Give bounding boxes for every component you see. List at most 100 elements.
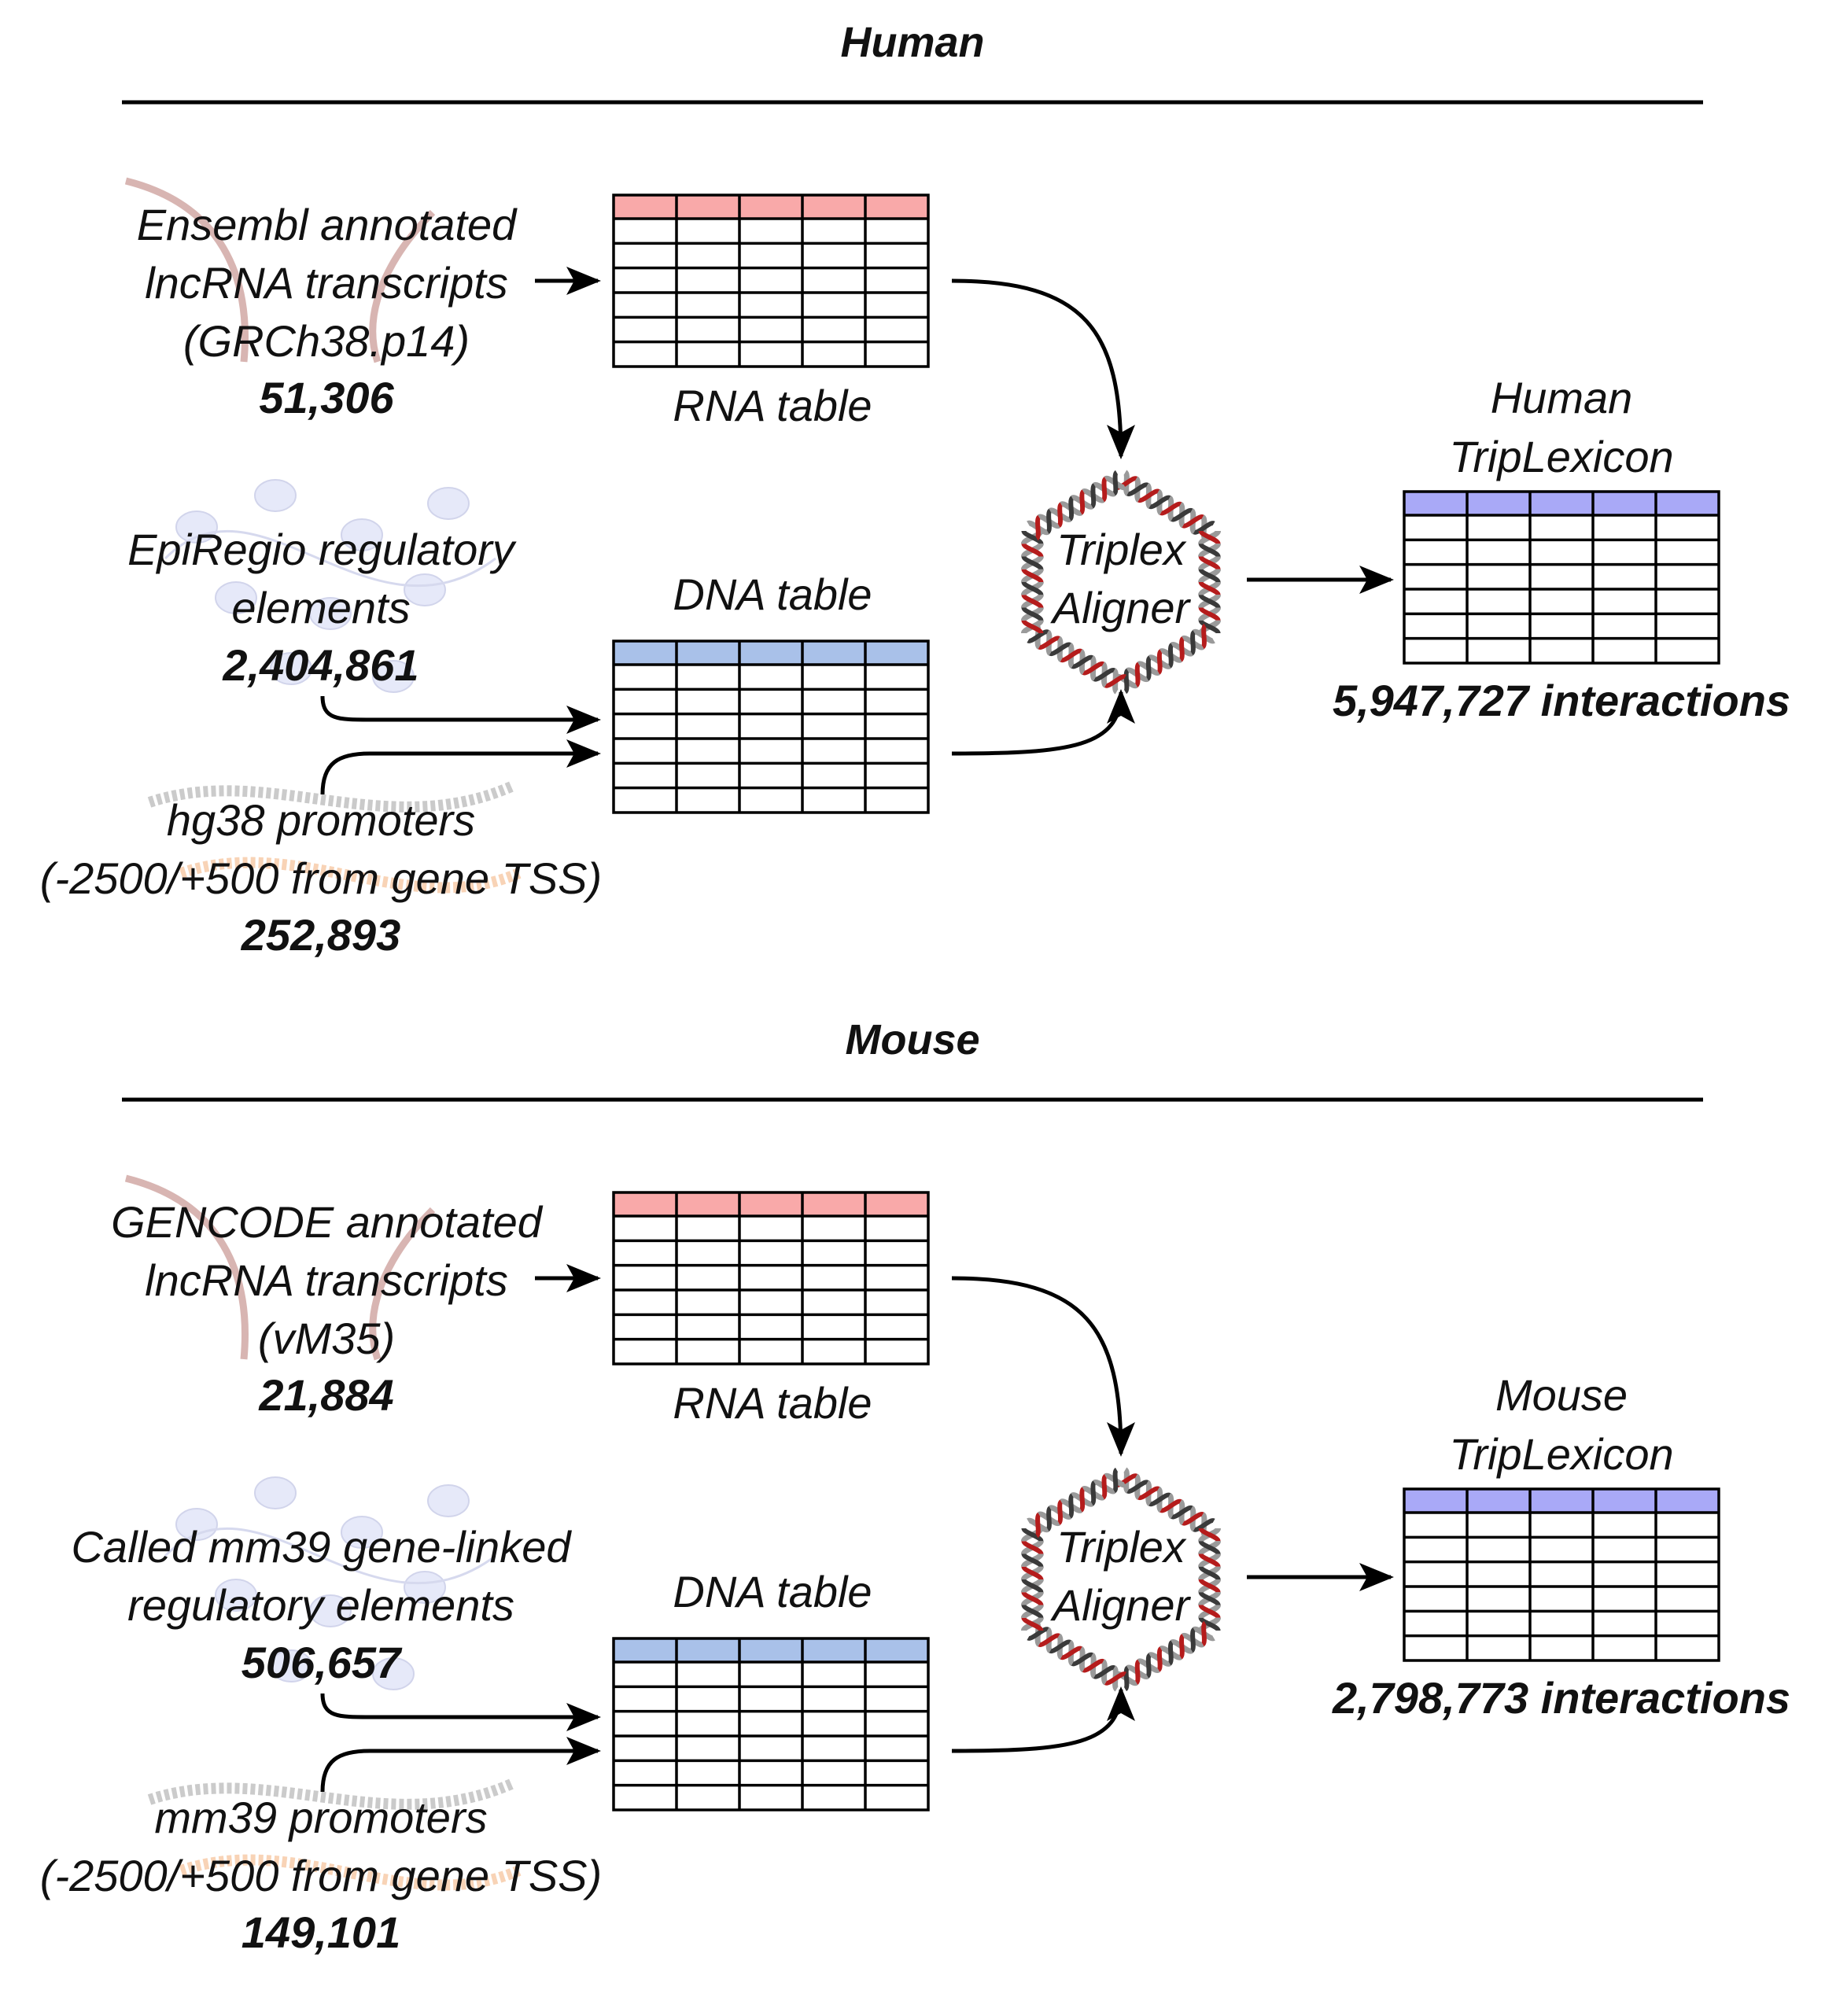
mouse-aligner-hexagon-strand [1089,1480,1097,1506]
mouse-aligner-hexagon-strand [1134,1659,1141,1685]
human-aligner-hexagon-strand [1112,470,1119,496]
human-aligner-hexagon-strand [1021,619,1044,635]
mouse-rna-illustration-strand [369,1207,436,1361]
human-aligner-hexagon-strand [1021,580,1044,596]
mouse-aligner-hexagon-helix-edge [1115,1620,1215,1692]
human-reg-count: 2,404,861 [222,640,418,690]
mouse-aligner-hexagon-strand [1198,1616,1221,1632]
human-aligner-hexagon-strand [1021,529,1044,545]
mouse-title: Mouse [845,1016,979,1063]
human-aligner-hexagon-strand [1034,514,1042,541]
mouse-aligner-hexagon-strand [1071,1652,1093,1667]
human-chromatin-illustration-bead [341,518,383,551]
human-panel: Human Ensembl annotated lncRNA transcripts… [40,19,1790,960]
mouse-aligner-hexagon-strand [1067,1493,1075,1519]
human-aligner-hexagon-strand [1200,623,1207,650]
human-aligner-hexagon-strand [1148,495,1171,510]
mouse-aligner-hexagon-strand [1027,1627,1049,1641]
human-aligner-hexagon-strand [1045,508,1053,534]
human-aligner-hexagon-helix-edge [1115,470,1215,541]
mouse-aligner-hexagon-strand [1189,1627,1196,1653]
mouse-prom-source-line-2: (-2500/+500 from gene TSS) [40,1851,602,1900]
human-aligner-hexagon-strand [1178,636,1185,662]
human-aligner-hexagon-strand [1060,648,1082,663]
mouse-aligner-hexagon-strand [1060,1646,1082,1660]
mouse-aligner-hexagon-strand [1198,1578,1221,1594]
mouse-rna-source-line-1: GENCODE annotated [111,1197,544,1247]
mouse-aligner-hexagon-strand [1034,1512,1042,1539]
human-aligner-hexagon-strand [1198,580,1221,596]
human-aligner-hexagon-helix-edge [1115,623,1215,695]
mouse-aligner-hexagon-strand [1101,1474,1108,1500]
human-rna-illustration-strand [369,209,436,363]
mouse-aligner-hexagon-strand [1182,1512,1204,1526]
mouse-aligner-hexagon-strand [1145,1653,1152,1679]
mouse-aligner-hexagon-helix-edge [1115,1467,1215,1539]
human-aligner-hexagon-strand [1021,594,1044,609]
mouse-rna-table-border [612,1191,930,1365]
human-prom-count: 252,893 [241,910,400,960]
mouse-reg-source-line-1: Called mm39 gene-linked [71,1522,572,1572]
mouse-aligner-hexagon-strand [1021,1616,1044,1632]
human-rna-illustration [124,177,436,363]
mouse-aligner-line-2: Aligner [1050,1580,1192,1630]
mouse-aligner-hexagon-helix-edge [1027,1620,1126,1692]
human-arrow-rna-to-aligner [951,278,1135,459]
mouse-dna-table-border [612,1637,930,1811]
mouse-chromatin-illustration-bead [372,1657,415,1690]
human-aligner-hexagon-helix-edge [1027,470,1127,541]
mouse-arrow-prom-in [320,1737,601,1793]
human-aligner-line-2: Aligner [1050,583,1192,632]
human-dna-table-header [614,641,928,665]
human-chromatin-illustration-bead [254,479,297,512]
mouse-aligner-hexagon-strand [1126,1480,1149,1494]
mouse-aligner-hexagon-strand [1021,1578,1044,1594]
human-rna-source-line-2: lncRNA transcripts [145,258,508,308]
human-lexicon-table-header [1404,492,1719,515]
mouse-aligner-hexagon-helix-edge [1020,1527,1044,1632]
mouse-aligner-hexagon-strand [1056,1499,1064,1525]
human-aligner-hexagon-strand [1027,629,1049,643]
human-aligner-hexagon-strand [1038,636,1060,650]
mouse-rna-table-label: RNA table [673,1378,872,1428]
human-aligner-hexagon-strand [1198,529,1221,545]
human-chromatin-illustration [164,479,496,693]
human-rna-table-border [612,193,930,368]
human-rna-source-line-3: (GRCh38.p14) [183,316,470,366]
human-aligner-hexagon-strand [1171,508,1193,522]
human-prom-source-line-1: hg38 promoters [167,795,475,845]
human-chromatin-illustration-bead [404,573,446,606]
mouse-arrow-reg-in [320,1693,601,1731]
human-aligner-hexagon-strand [1056,502,1064,528]
mouse-aligner-hexagon-strand [1198,1527,1221,1542]
human-aligner-hexagon-strand [1189,630,1196,656]
human-aligner-hexagon-strand [1198,594,1221,609]
human-reg-source-line-1: EpiRegio regulatory [127,525,517,574]
human-aligner-hexagon-strand [1021,568,1044,584]
mouse-aligner-hexagon-strand [1093,1665,1115,1679]
human-dna-table-label: DNA table [673,569,872,619]
human-dna-table-border [612,639,930,814]
mouse-interactions: 2,798,773 interactions [1332,1673,1790,1723]
human-aligner-hexagon-strand [1101,477,1108,503]
human-chromatin-illustration-bead [372,660,415,693]
human-aligner-hexagon-strand [1198,568,1221,584]
mouse-aligner-hexagon-strand [1021,1553,1044,1568]
mouse-dna-table-header [614,1638,928,1662]
mouse-prom-count: 149,101 [241,1907,400,1957]
human-aligner-hexagon-strand [1145,655,1152,681]
mouse-chromatin-illustration-bead [215,1579,257,1612]
human-lexicon-line-2: TripLexicon [1449,432,1673,481]
mouse-rna-table-header [614,1192,928,1216]
human-promoter-illustration-strand [147,781,514,813]
human-aligner-hexagon-strand [1071,654,1093,669]
human-chromatin-illustration-fiber [164,530,496,587]
human-aligner-hexagon-strand [1049,642,1071,656]
mouse-rna-illustration [124,1174,436,1361]
human-chromatin-illustration-bead [427,487,470,520]
mouse-aligner-hexagon-strand [1021,1527,1044,1542]
human-aligner-hexagon-strand [1160,501,1182,516]
human-aligner-hexagon-strand [1156,649,1163,675]
mouse-lexicon-table-header [1404,1489,1719,1513]
